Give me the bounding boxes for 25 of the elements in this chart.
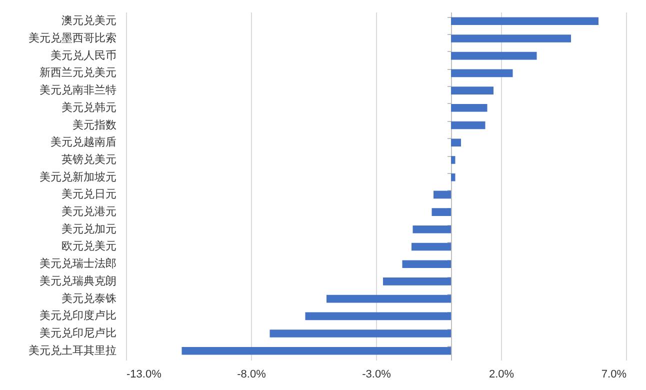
y-tick-label: 美元兑泰铢 [62, 292, 116, 305]
y-tick-label: 美元兑人民币 [50, 48, 116, 62]
y-tick-label: 美元兑韩元 [62, 100, 116, 114]
y-tick-label: 美元兑日元 [62, 188, 116, 201]
x-tick-label: -3.0% [362, 368, 392, 380]
y-tick-label: 美元兑瑞典克朗 [40, 274, 116, 288]
y-tick-label: 新西兰元兑美元 [40, 66, 116, 80]
y-tick-label: 美元兑墨西哥比索 [28, 31, 116, 44]
y-tick-label: 美元指数 [72, 118, 116, 132]
y-tick-label: 欧元兑美元 [62, 240, 116, 253]
y-tick-label: 美元兑印度卢比 [40, 309, 116, 322]
x-tick-label: -8.0% [237, 368, 266, 380]
y-tick-label: 美元兑瑞士法郎 [40, 257, 116, 270]
y-tick-label: 美元兑印尼卢比 [40, 326, 116, 340]
x-tick-label: 7.0% [601, 368, 627, 380]
x-tick-label: -13.0% [126, 368, 162, 380]
y-tick-label: 英镑兑美元 [62, 152, 116, 166]
y-tick-label: 美元兑加元 [62, 222, 116, 236]
y-tick-label: 美元兑土耳其里拉 [28, 344, 116, 357]
y-tick-label: 澳元兑美元 [62, 14, 116, 28]
y-tick-label: 美元兑南非兰特 [40, 84, 116, 97]
y-tick-label: 美元兑港元 [62, 205, 116, 218]
y-tick-label: 美元兑新加坡元 [40, 170, 116, 184]
x-tick-label: 2.0% [488, 368, 514, 380]
y-tick-label: 美元兑越南盾 [50, 136, 116, 149]
